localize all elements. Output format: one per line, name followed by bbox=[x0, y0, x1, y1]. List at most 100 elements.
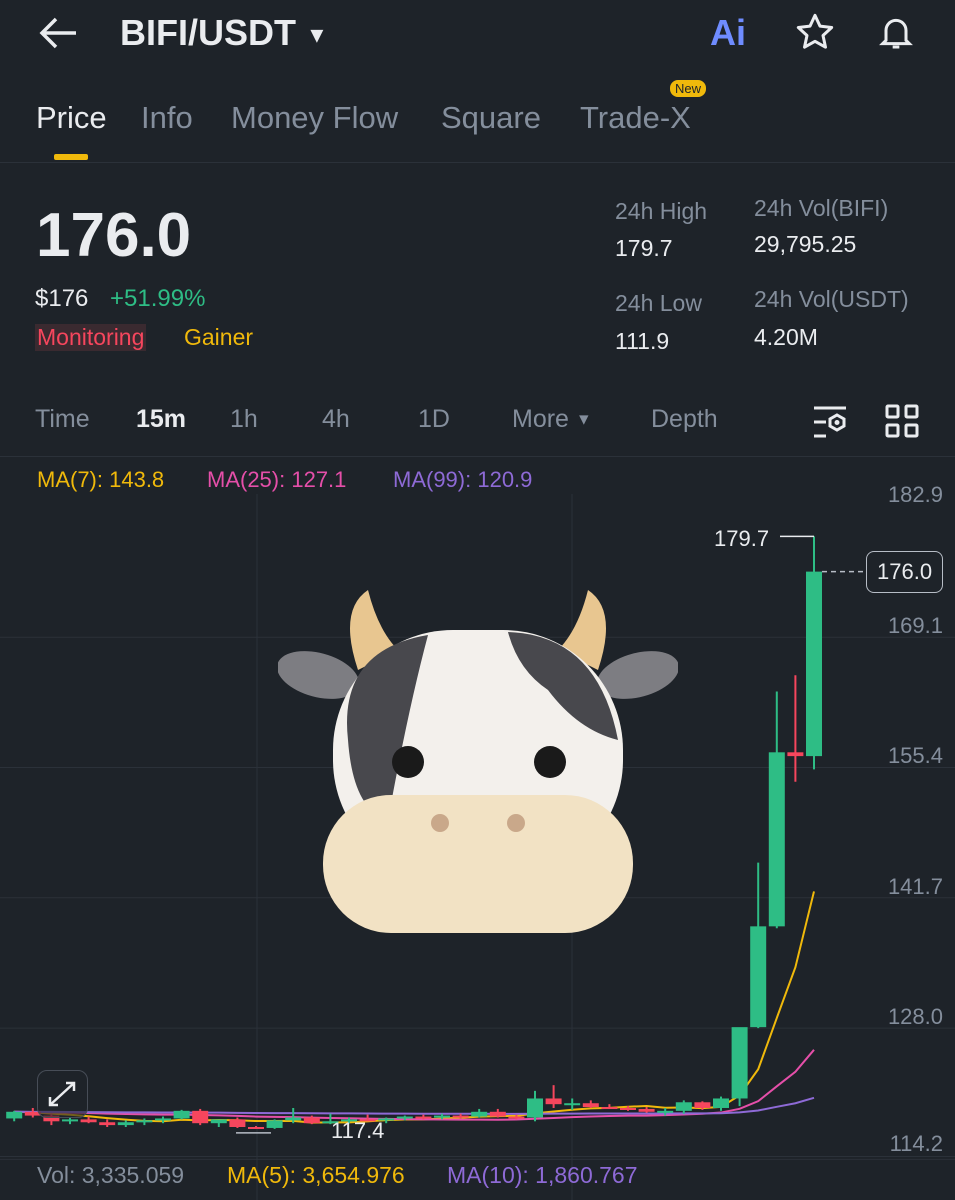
tab-info[interactable]: Info bbox=[141, 100, 193, 135]
candle-body bbox=[564, 1103, 581, 1106]
last-price-tag: 176.0 bbox=[866, 551, 944, 593]
candle-body bbox=[359, 1119, 376, 1122]
candle-body bbox=[43, 1115, 60, 1122]
candle-body bbox=[266, 1120, 283, 1128]
cow-face-icon bbox=[278, 590, 678, 933]
candle-body bbox=[806, 571, 822, 757]
candle-body bbox=[582, 1103, 599, 1108]
candle-body bbox=[415, 1116, 432, 1119]
divider bbox=[0, 456, 955, 457]
y-tick: 141.7 bbox=[887, 874, 943, 899]
caret-down-icon: ▼ bbox=[306, 22, 328, 48]
candle-body bbox=[731, 1027, 748, 1099]
low-value: 111.9 bbox=[615, 328, 670, 354]
vol-base-label: 24h Vol(BIFI) bbox=[754, 195, 889, 221]
candle-body bbox=[694, 1102, 711, 1108]
price-change: +51.99% bbox=[110, 285, 206, 312]
candle-body bbox=[155, 1118, 171, 1121]
tab-square[interactable]: Square bbox=[441, 100, 541, 135]
fullscreen-button[interactable] bbox=[37, 1070, 88, 1118]
pair-selector[interactable]: BIFI/USDT ▼ bbox=[120, 12, 328, 54]
candle-body bbox=[750, 926, 767, 1028]
y-tick: 169.1 bbox=[887, 613, 943, 638]
expand-icon bbox=[48, 1081, 76, 1107]
ma7-legend: MA(7): 143.8 bbox=[37, 467, 165, 492]
candle-body bbox=[136, 1120, 153, 1123]
depth-tab[interactable]: Depth bbox=[651, 405, 718, 433]
candle-body bbox=[675, 1102, 692, 1111]
candle-body bbox=[508, 1116, 525, 1119]
tab-price[interactable]: Price bbox=[36, 100, 107, 135]
interval-1h[interactable]: 1h bbox=[230, 405, 258, 433]
star-icon[interactable] bbox=[795, 12, 835, 52]
candle-body bbox=[620, 1107, 636, 1110]
more-label: More bbox=[512, 405, 569, 433]
candle-body bbox=[285, 1117, 302, 1121]
candle-body bbox=[396, 1116, 413, 1119]
usd-price: $176 bbox=[35, 285, 89, 312]
candle-body bbox=[117, 1122, 134, 1126]
candle-body bbox=[434, 1115, 450, 1118]
candle-body bbox=[768, 752, 785, 927]
candle-body bbox=[489, 1111, 506, 1117]
low-label: 24h Low bbox=[615, 290, 702, 316]
layout-grid-icon[interactable] bbox=[885, 404, 919, 438]
caret-down-icon: ▼ bbox=[575, 411, 592, 429]
y-tick: 182.9 bbox=[887, 482, 943, 507]
back-arrow-icon[interactable] bbox=[38, 16, 78, 50]
tab-money-flow[interactable]: Money Flow bbox=[231, 100, 399, 135]
candle-body bbox=[99, 1122, 116, 1126]
candle-body bbox=[322, 1121, 339, 1124]
new-badge: New bbox=[670, 80, 707, 97]
interval-1d[interactable]: 1D bbox=[418, 405, 450, 433]
vol-base-value: 29,795.25 bbox=[754, 231, 857, 257]
candle-body bbox=[601, 1107, 618, 1110]
pair-title: BIFI/USDT bbox=[120, 12, 296, 53]
y-tick: 128.0 bbox=[887, 1004, 943, 1029]
y-tick: 155.4 bbox=[887, 743, 943, 768]
ma99-legend: MA(99): 120.9 bbox=[393, 467, 533, 492]
candle-body bbox=[303, 1117, 320, 1124]
gainer-tag[interactable]: Gainer bbox=[184, 324, 254, 350]
candle-body bbox=[471, 1111, 488, 1117]
candle-body bbox=[192, 1110, 209, 1124]
candle-body bbox=[248, 1127, 264, 1130]
interval-more[interactable]: More ▼ bbox=[512, 405, 592, 434]
candle-body bbox=[62, 1119, 78, 1122]
vol-quote-value: 4.20M bbox=[754, 324, 818, 350]
candle-body bbox=[638, 1108, 655, 1112]
high-marker: 179.7 bbox=[714, 526, 770, 551]
high-label: 24h High bbox=[615, 198, 708, 224]
volume-ma5: MA(5): 3,654.976 bbox=[227, 1162, 405, 1188]
ma25-line bbox=[14, 1049, 815, 1121]
high-value: 179.7 bbox=[615, 235, 673, 261]
low-marker: 117.4 bbox=[331, 1118, 385, 1143]
ai-button[interactable]: Ai bbox=[710, 12, 746, 53]
candle-body bbox=[527, 1098, 543, 1118]
volume-ma10: MA(10): 1,860.767 bbox=[447, 1162, 638, 1188]
candle-body bbox=[6, 1111, 23, 1119]
vol-quote-label: 24h Vol(USDT) bbox=[754, 286, 909, 312]
candle-body bbox=[545, 1098, 562, 1105]
candle-body bbox=[341, 1119, 357, 1122]
candle-body bbox=[452, 1115, 469, 1118]
tab-trade-x[interactable]: Trade-X bbox=[580, 100, 691, 135]
candle-body bbox=[787, 752, 804, 757]
interval-time[interactable]: Time bbox=[35, 405, 90, 433]
candle-body bbox=[657, 1110, 674, 1113]
candle-body bbox=[210, 1119, 227, 1124]
interval-4h[interactable]: 4h bbox=[322, 405, 350, 433]
divider bbox=[0, 1156, 955, 1157]
candle-body bbox=[378, 1118, 395, 1121]
candle-body bbox=[229, 1119, 246, 1128]
candle-body bbox=[24, 1111, 41, 1116]
divider bbox=[0, 162, 955, 163]
candle-body bbox=[80, 1119, 97, 1123]
last-price: 176.0 bbox=[36, 201, 192, 270]
monitoring-tag[interactable]: Monitoring bbox=[35, 324, 147, 351]
indicator-settings-icon[interactable] bbox=[812, 405, 848, 439]
interval-15m[interactable]: 15m bbox=[136, 405, 187, 433]
tab-active-indicator bbox=[54, 154, 88, 160]
ma99-line bbox=[14, 1096, 815, 1115]
bell-icon[interactable] bbox=[876, 12, 916, 52]
